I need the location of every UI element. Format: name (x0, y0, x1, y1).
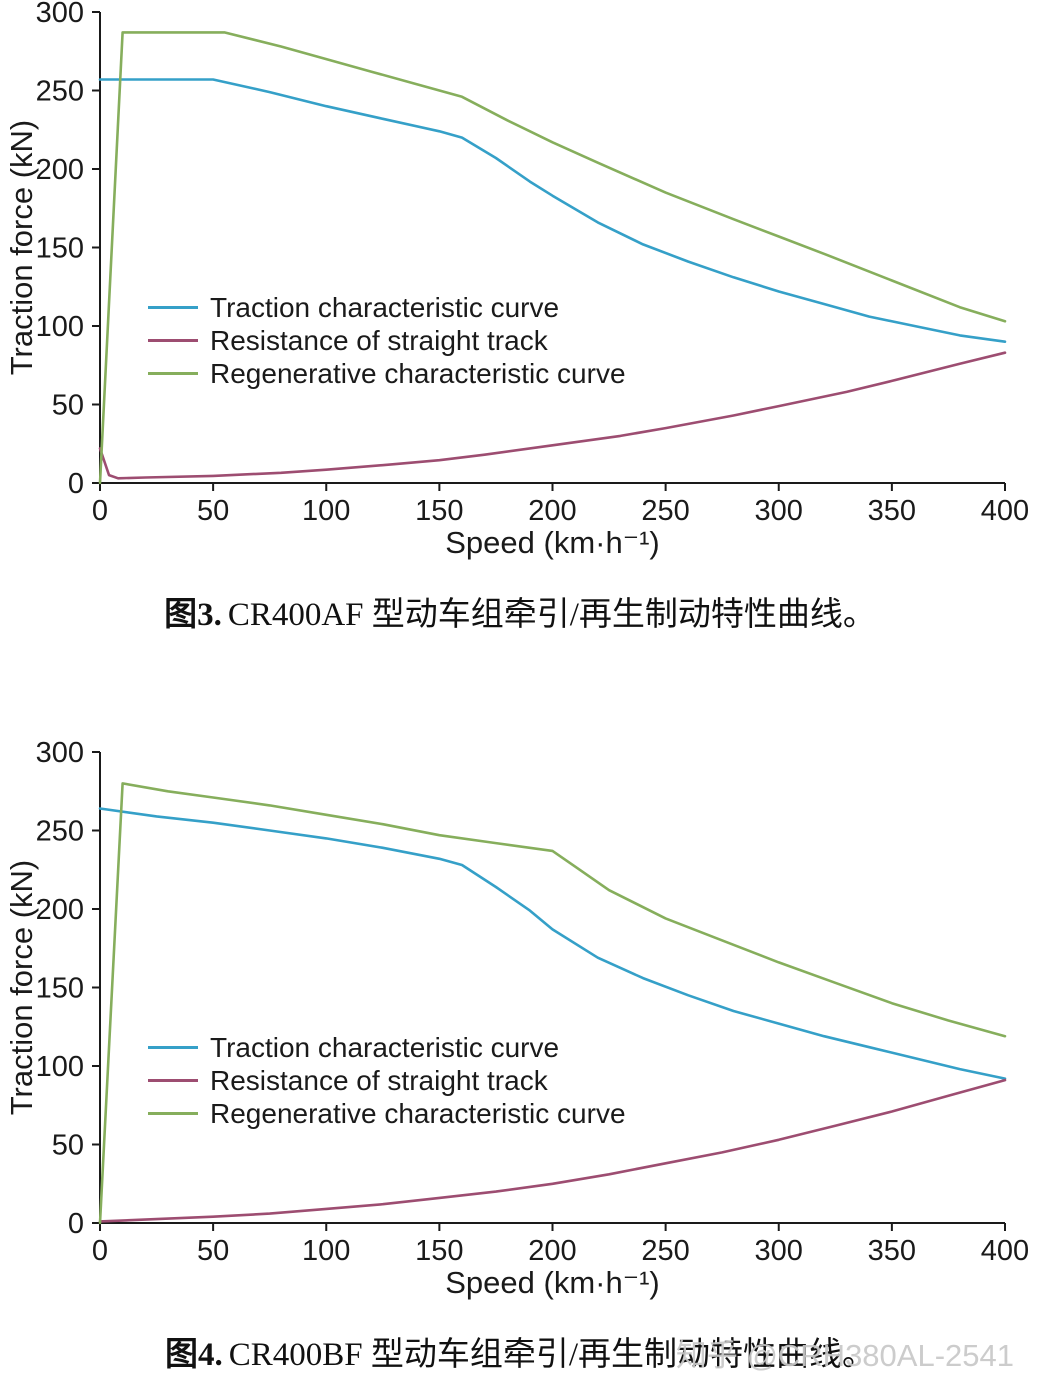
legend-label: Regenerative characteristic curve (210, 358, 626, 389)
legend-item: Resistance of straight track (148, 324, 626, 357)
legend-line-swatch (148, 339, 198, 342)
x-tick-label: 250 (641, 495, 689, 527)
series-line (98, 782, 1007, 1225)
y-tick-label: 200 (36, 894, 84, 926)
y-tick-label: 50 (52, 1130, 84, 1162)
series-line (98, 807, 1007, 1080)
figure-3: 0 50 100 150 200 250 300 350 400 0 50 100 150 200 250 3… (0, 0, 1040, 638)
x-tick-label: 100 (302, 1235, 350, 1267)
x-tick-label: 200 (528, 495, 576, 527)
y-tick-label: 250 (36, 816, 84, 848)
figure-caption: 图3. CR400AF 型动车组牵引/再生制动特性曲线。 (0, 592, 1040, 638)
y-tick-label: 150 (36, 233, 84, 265)
legend-line-swatch (148, 372, 198, 375)
caption-number: 图3. (164, 597, 222, 633)
y-tick-label: 100 (36, 311, 84, 343)
y-tick-label: 300 (36, 740, 84, 769)
x-tick-label: 400 (981, 495, 1029, 527)
x-tick-label: 150 (415, 495, 463, 527)
chart-cr400bf-svg: 0 50 100 150 200 250 300 350 400 0 50 100 150 200 250 3… (4, 740, 1029, 1300)
legend: Traction characteristic curve Resistance … (148, 1031, 626, 1130)
legend-label: Resistance of straight track (210, 325, 548, 356)
figure-caption: 图4. CR400BF 型动车组牵引/再生制动特性曲线。 (0, 1332, 1040, 1378)
series-line (98, 351, 1007, 480)
axes (99, 752, 1005, 1224)
x-tick-label: 400 (981, 1235, 1029, 1267)
figure-4: 0 50 100 150 200 250 300 350 400 0 50 100 150 200 250 3… (0, 740, 1040, 1378)
legend-item: Traction characteristic curve (148, 291, 626, 324)
watermark: 知乎 @CRH380AL-2541 (675, 1338, 1014, 1373)
series-line (98, 1078, 1007, 1223)
y-tick-label: 200 (36, 154, 84, 186)
y-tick-label: 0 (68, 1208, 84, 1240)
y-tick-label: 250 (36, 76, 84, 108)
x-tick-label: 350 (868, 1235, 916, 1267)
legend-label: Regenerative characteristic curve (210, 1098, 626, 1129)
x-tick-label: 50 (197, 495, 229, 527)
legend-label: Traction characteristic curve (210, 292, 560, 323)
chart-cr400af-svg: 0 50 100 150 200 250 300 350 400 0 50 100 150 200 250 3… (4, 0, 1029, 560)
x-axis-label: Speed (km·h⁻¹) (445, 1265, 659, 1300)
y-tick-label: 100 (36, 1051, 84, 1083)
legend-line-swatch (148, 1079, 198, 1082)
x-tick-label: 150 (415, 1235, 463, 1267)
caption-text: CR400AF 型动车组牵引/再生制动特性曲线。 (227, 597, 876, 633)
legend-line-swatch (148, 1046, 198, 1049)
legend-label: Resistance of straight track (210, 1065, 548, 1096)
y-tick-label: 150 (36, 973, 84, 1005)
y-axis-label: Traction force (kN) (4, 120, 39, 376)
legend-item: Traction characteristic curve (148, 1031, 626, 1064)
x-tick-label: 250 (641, 1235, 689, 1267)
y-tick-label: 300 (36, 0, 84, 29)
legend-item: Regenerative characteristic curve (148, 357, 626, 390)
legend-item: Regenerative characteristic curve (148, 1097, 626, 1130)
series-line (98, 78, 1007, 344)
legend: Traction characteristic curve Resistance … (148, 291, 626, 390)
y-tick-label: 0 (68, 468, 84, 500)
legend-item: Resistance of straight track (148, 1064, 626, 1097)
legend-line-swatch (148, 306, 198, 309)
x-tick-label: 50 (197, 1235, 229, 1267)
y-axis-label: Traction force (kN) (4, 860, 39, 1116)
caption-text: CR400BF 型动车组牵引/再生制动特性曲线。 (228, 1337, 876, 1373)
x-tick-label: 300 (755, 495, 803, 527)
x-tick-label: 0 (92, 495, 108, 527)
x-tick-label: 350 (868, 495, 916, 527)
x-tick-label: 200 (528, 1235, 576, 1267)
y-tick-label: 50 (52, 390, 84, 422)
x-tick-label: 0 (92, 1235, 108, 1267)
x-axis-label: Speed (km·h⁻¹) (445, 525, 659, 560)
legend-label: Traction characteristic curve (210, 1032, 560, 1063)
series-line (98, 31, 1007, 485)
legend-line-swatch (148, 1112, 198, 1115)
x-tick-label: 300 (755, 1235, 803, 1267)
x-tick-label: 100 (302, 495, 350, 527)
caption-number: 图4. (164, 1337, 223, 1373)
axes (99, 12, 1005, 484)
